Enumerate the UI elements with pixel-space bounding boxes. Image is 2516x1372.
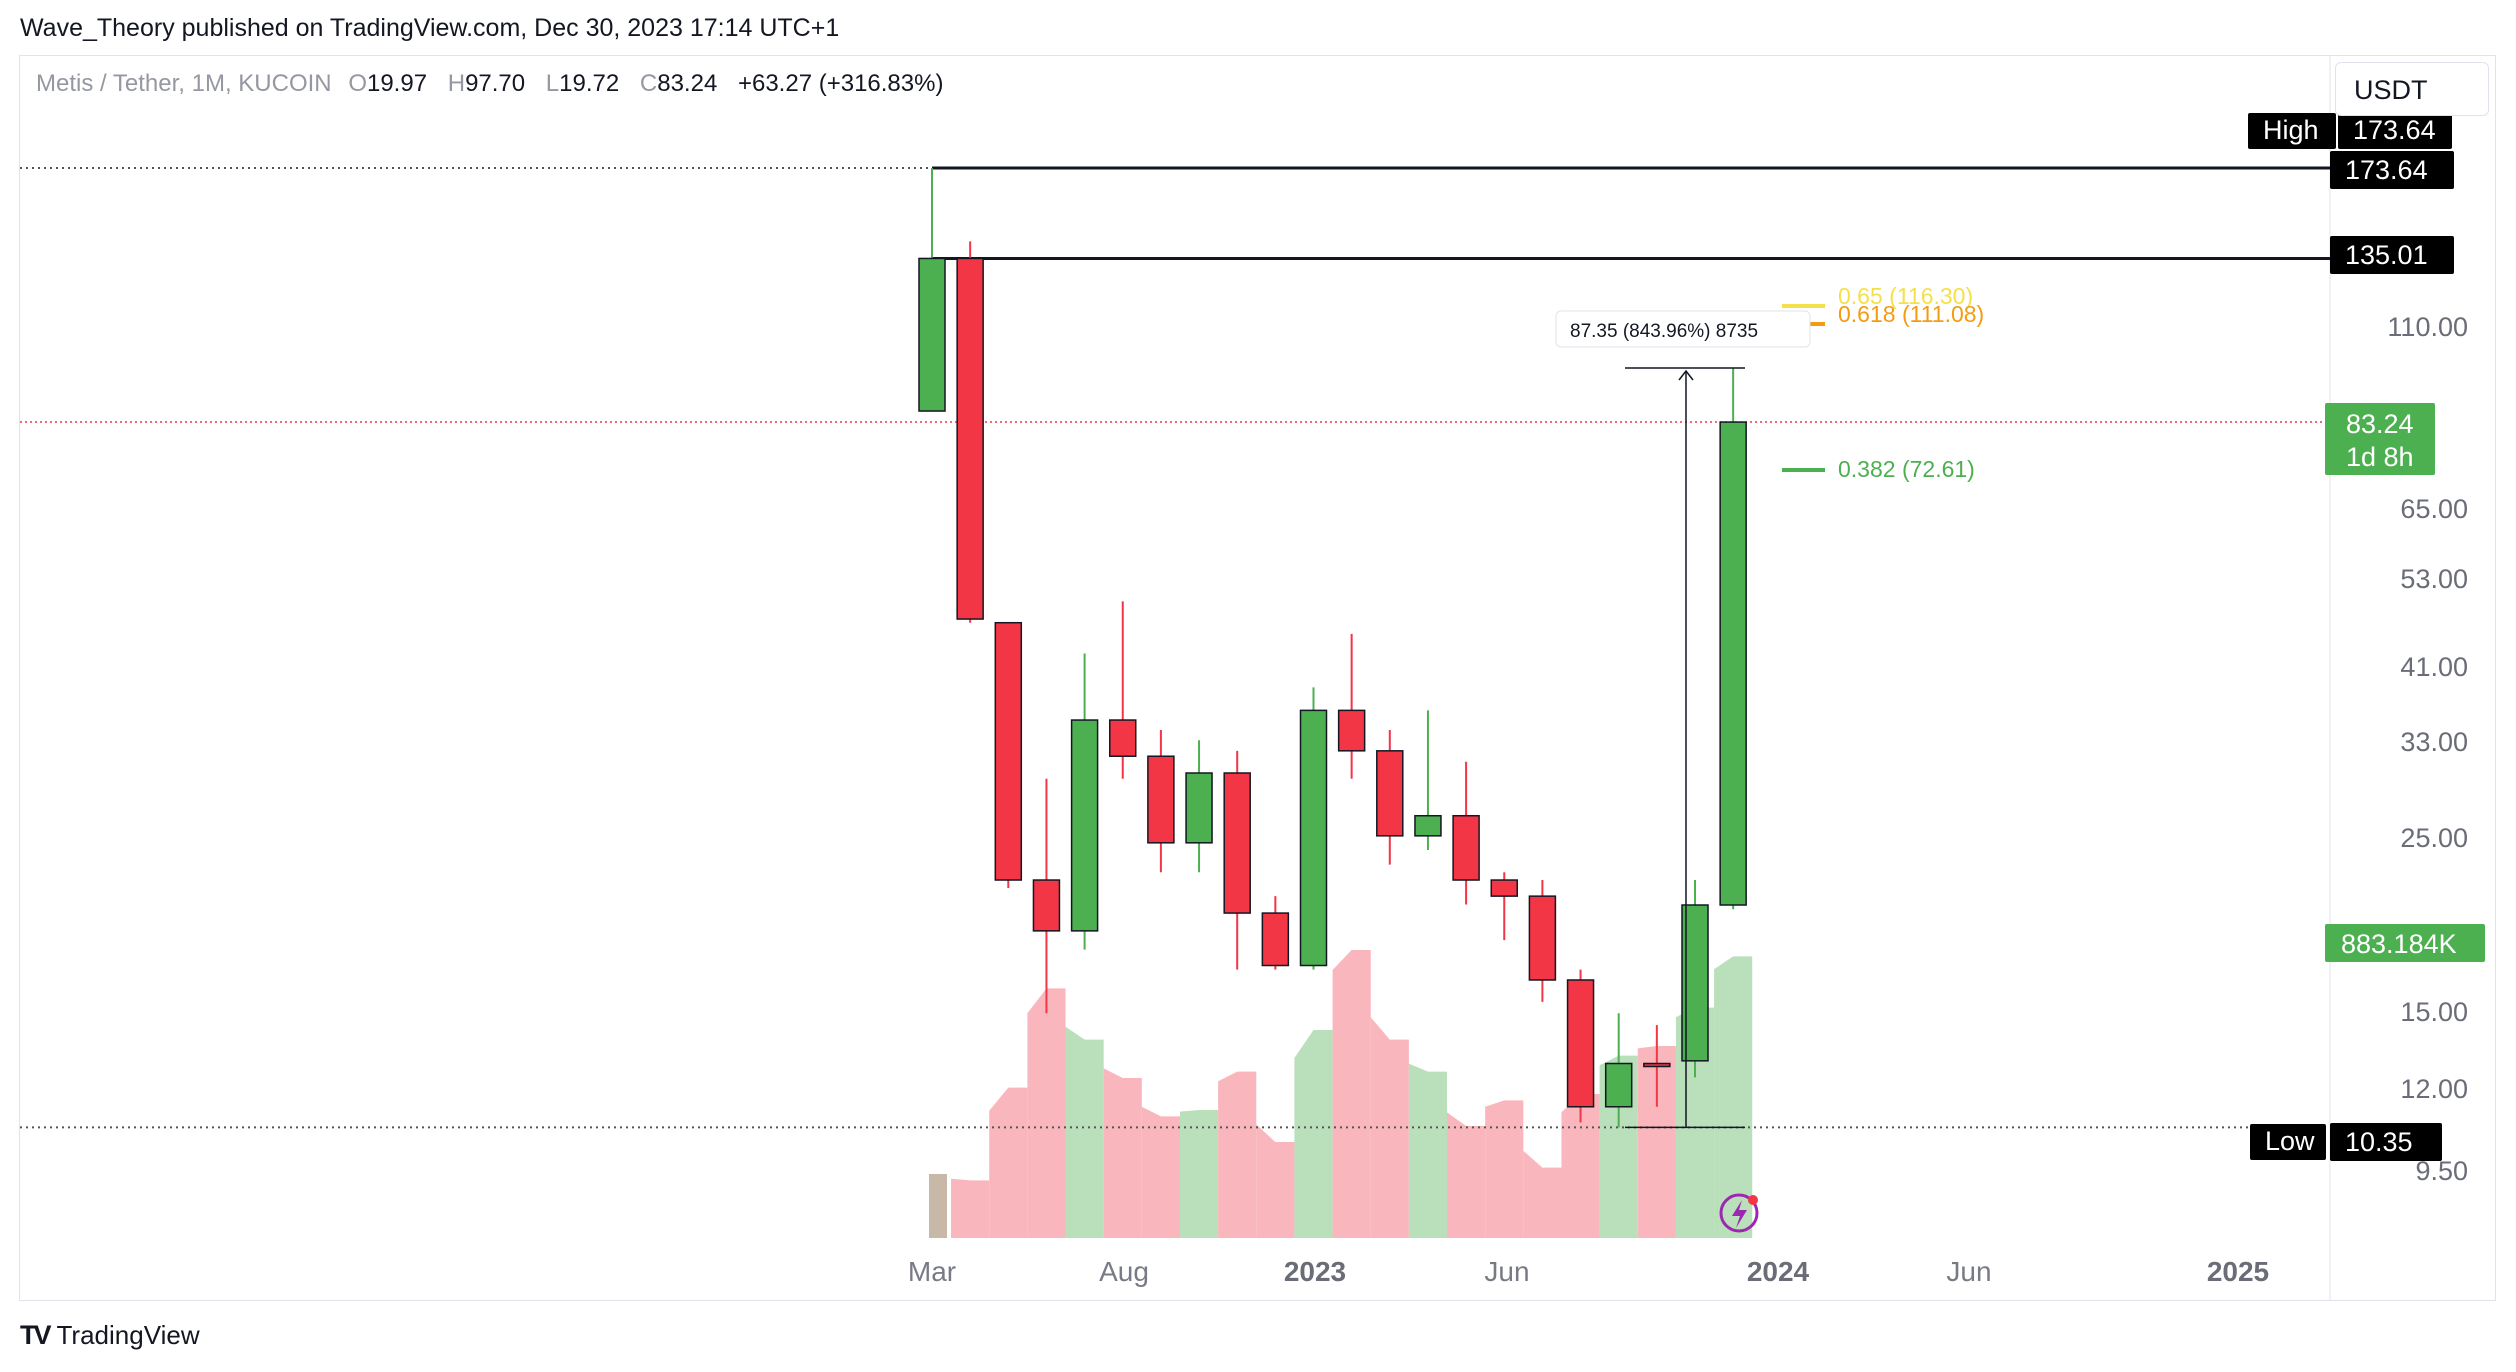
- last-price-badge: 83.24: [2346, 409, 2414, 439]
- x-tick-Aug-1: Aug: [1099, 1256, 1149, 1287]
- candle-body-2022-10: [1185, 772, 1213, 844]
- candle-body-2023-08: [1566, 979, 1595, 1108]
- high-label-badge: High: [2263, 115, 2319, 145]
- volume-area-2022-03: [929, 1174, 947, 1238]
- x-tick-Jun-5: Jun: [1946, 1256, 1991, 1287]
- candle-body-2022-07: [1070, 719, 1099, 932]
- candle-body-2023-09: [1604, 1062, 1633, 1108]
- y-tick-53.00: 53.00: [2400, 564, 2468, 594]
- candle-body-2023-03: [1376, 750, 1404, 837]
- legend-open: 19.97: [366, 70, 428, 97]
- volume-area-2022-08: [1103, 1068, 1142, 1238]
- volume-area-2022-10: [1179, 1110, 1219, 1238]
- volume-area-2022-06: [1027, 988, 1066, 1238]
- volume-area-2023-10: [1637, 1046, 1676, 1238]
- volume-area-2023-04: [1408, 1063, 1448, 1238]
- last-price-countdown: 1d 8h: [2346, 442, 2414, 472]
- tradingview-footer[interactable]: TV TradingView: [20, 1320, 200, 1351]
- chart-frame[interactable]: [19, 55, 2496, 1301]
- measure-label: 87.35 (843.96%) 8735: [1570, 321, 1758, 342]
- tradingview-logo-icon: TV: [20, 1320, 51, 1350]
- x-tick-2025-6: 2025: [2207, 1256, 2269, 1287]
- candle-body-2023-10: [1643, 1062, 1671, 1068]
- lightning-icon: [1732, 1200, 1747, 1228]
- y-tick-41.00: 41.00: [2400, 652, 2468, 682]
- low-price-badge: 10.35: [2345, 1127, 2413, 1157]
- level-135-badge: 135.01: [2345, 240, 2428, 270]
- candle-body-2023-01: [1299, 709, 1328, 967]
- flash-indicator-icon: [1719, 1193, 1759, 1233]
- volume-area-2022-09: [1141, 1106, 1180, 1238]
- legend-high: 97.70: [465, 70, 526, 97]
- candle-body-2022-12: [1261, 912, 1290, 967]
- last-volume-badge: 883.184K: [2341, 929, 2457, 959]
- volume-area-2023-07: [1523, 1150, 1562, 1238]
- high-price-badge-bg: [2330, 151, 2454, 189]
- candle-body-2023-04: [1414, 814, 1442, 837]
- y-tick-12.00: 12.00: [2400, 1074, 2468, 1104]
- legend-close: 83.24: [657, 70, 718, 97]
- candle-body-2023-12: [1719, 421, 1747, 906]
- fib-label-116.3: 0.65 (116.30): [1838, 283, 1973, 309]
- measure-label-box: [1555, 310, 1811, 348]
- x-tick-Jun-3: Jun: [1484, 1256, 1529, 1287]
- high-label-badge-bg: [2248, 113, 2336, 149]
- legend-high-key: H: [447, 70, 466, 97]
- level-135-badge-bg: [2330, 236, 2454, 274]
- candle-body-2022-05: [994, 621, 1023, 881]
- legend-low: 19.72: [559, 70, 620, 97]
- candle-body-2023-05: [1452, 814, 1480, 881]
- high-price-badge: 173.64: [2345, 155, 2428, 185]
- legend-symbol[interactable]: Metis / Tether, 1M, KUCOIN: [36, 70, 332, 97]
- candle-body-2022-08: [1109, 719, 1137, 757]
- legend-open-key: O: [348, 70, 367, 97]
- high-price-badge-top-bg: [2338, 113, 2452, 149]
- volume-area-2023-08: [1561, 1094, 1600, 1238]
- volume-area-2023-01: [1294, 1030, 1333, 1238]
- fib-label-111.08: 0.618 (111.08): [1838, 301, 1984, 327]
- flash-dot-icon: [1748, 1195, 1758, 1205]
- ohlc-legend: Metis / Tether, 1M, KUCOIN O19.97 H97.70…: [36, 70, 957, 98]
- candle-body-2023-06: [1490, 879, 1518, 897]
- x-tick-2024-4: 2024: [1747, 1256, 1810, 1287]
- legend-low-key: L: [545, 70, 560, 97]
- legend-close-key: C: [639, 70, 658, 97]
- volume-area-2022-12: [1256, 1124, 1295, 1238]
- volume-area-2022-05: [989, 1087, 1028, 1238]
- legend-change: +63.27 (+316.83%): [737, 70, 944, 97]
- volume-area-2023-05: [1447, 1112, 1486, 1238]
- y-tick-65.00: 65.00: [2400, 494, 2468, 524]
- candle-body-2022-11: [1223, 772, 1251, 914]
- fib-label-72.61: 0.382 (72.61): [1838, 456, 1975, 482]
- y-tick-110.00: 110.00: [2387, 312, 2468, 342]
- low-label-badge-bg: [2250, 1124, 2326, 1160]
- candle-body-2023-07: [1528, 895, 1557, 981]
- candle-body-2022-06: [1032, 879, 1061, 932]
- volume-area-2022-11: [1218, 1071, 1257, 1238]
- publish-header: Wave_Theory published on TradingView.com…: [20, 14, 840, 42]
- low-price-badge-bg: [2330, 1123, 2442, 1161]
- low-label-badge: Low: [2265, 1126, 2315, 1156]
- last-volume-badge-bg: [2325, 924, 2485, 962]
- measure-arrow-icon: [1678, 369, 1694, 381]
- last-price-badge-bg: [2325, 403, 2435, 475]
- y-tick-25.00: 25.00: [2400, 823, 2468, 853]
- candle-body-2022-03: [918, 257, 946, 412]
- x-tick-Mar-0: Mar: [908, 1256, 956, 1287]
- volume-area-2023-02: [1332, 950, 1371, 1238]
- y-tick-33.00: 33.00: [2400, 727, 2468, 757]
- volume-area-2023-12: [1714, 956, 1753, 1238]
- volume-area-2023-06: [1485, 1100, 1524, 1238]
- volume-area-2022-07: [1065, 1026, 1104, 1238]
- candle-body-2023-02: [1337, 709, 1366, 752]
- y-tick-15.00: 15.00: [2400, 997, 2468, 1027]
- x-tick-2023-2: 2023: [1284, 1256, 1346, 1287]
- tradingview-brand: TradingView: [56, 1320, 200, 1350]
- currency-selector[interactable]: USDT: [2335, 62, 2489, 116]
- candle-body-2022-04: [956, 257, 984, 620]
- high-price-badge-top: 173.64: [2353, 115, 2436, 145]
- candle-body-2022-09: [1147, 755, 1175, 844]
- volume-area-2022-04: [951, 1178, 990, 1238]
